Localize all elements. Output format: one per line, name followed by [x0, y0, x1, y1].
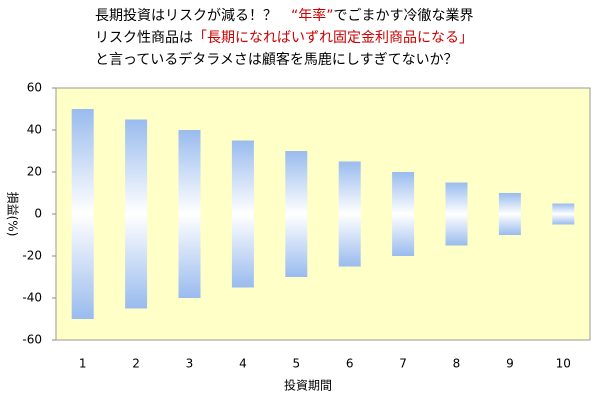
title-segment: “年率”	[291, 7, 334, 24]
title-segment: と言っているデタラメさは顧客を馬鹿にしすぎてないか？	[95, 51, 458, 68]
y-tick-label: -60	[22, 333, 42, 347]
y-tick-label: 60	[27, 81, 42, 95]
x-tick-label: 8	[453, 357, 461, 371]
bar	[178, 130, 201, 298]
title-segment: 「長期になればいずれ固定金利商品になる」	[193, 30, 473, 46]
bar	[338, 161, 361, 267]
x-tick-label: 9	[506, 357, 514, 371]
x-axis-label: 投資期間	[284, 378, 332, 393]
y-tick-label: 0	[34, 207, 42, 221]
x-tick-label: 6	[346, 357, 354, 371]
title-segment: リスク性商品は	[95, 30, 193, 46]
bar	[71, 109, 94, 319]
bar	[285, 151, 308, 277]
title-segment: でごまかす冷徹な業界	[334, 8, 474, 24]
x-tick-label: 7	[399, 357, 407, 371]
y-axis-label: 損益(%)	[6, 192, 21, 237]
bar	[231, 140, 254, 288]
bar	[392, 172, 415, 256]
title-segment: 長期投資はリスクが減る！？	[95, 7, 291, 24]
x-tick-label: 5	[292, 357, 300, 371]
x-tick-label: 10	[556, 357, 571, 371]
x-tick-label: 3	[186, 357, 194, 371]
y-tick-label: -40	[22, 291, 42, 305]
x-tick-label: 2	[132, 357, 140, 371]
x-tick-label: 4	[239, 357, 247, 371]
bar	[552, 203, 575, 225]
bar	[445, 182, 468, 246]
y-tick-label: -20	[22, 249, 42, 263]
y-tick-label: 40	[27, 123, 42, 137]
chart-title: 長期投資はリスクが減る！？ “年率”でごまかす冷徹な業界	[95, 7, 474, 24]
bar	[498, 193, 521, 235]
chart-title: と言っているデタラメさは顧客を馬鹿にしすぎてないか？	[95, 51, 458, 68]
bar	[125, 119, 148, 309]
y-tick-label: 20	[27, 165, 42, 179]
x-tick-label: 1	[79, 357, 87, 371]
chart-title: リスク性商品は「長期になればいずれ固定金利商品になる」	[95, 30, 473, 46]
